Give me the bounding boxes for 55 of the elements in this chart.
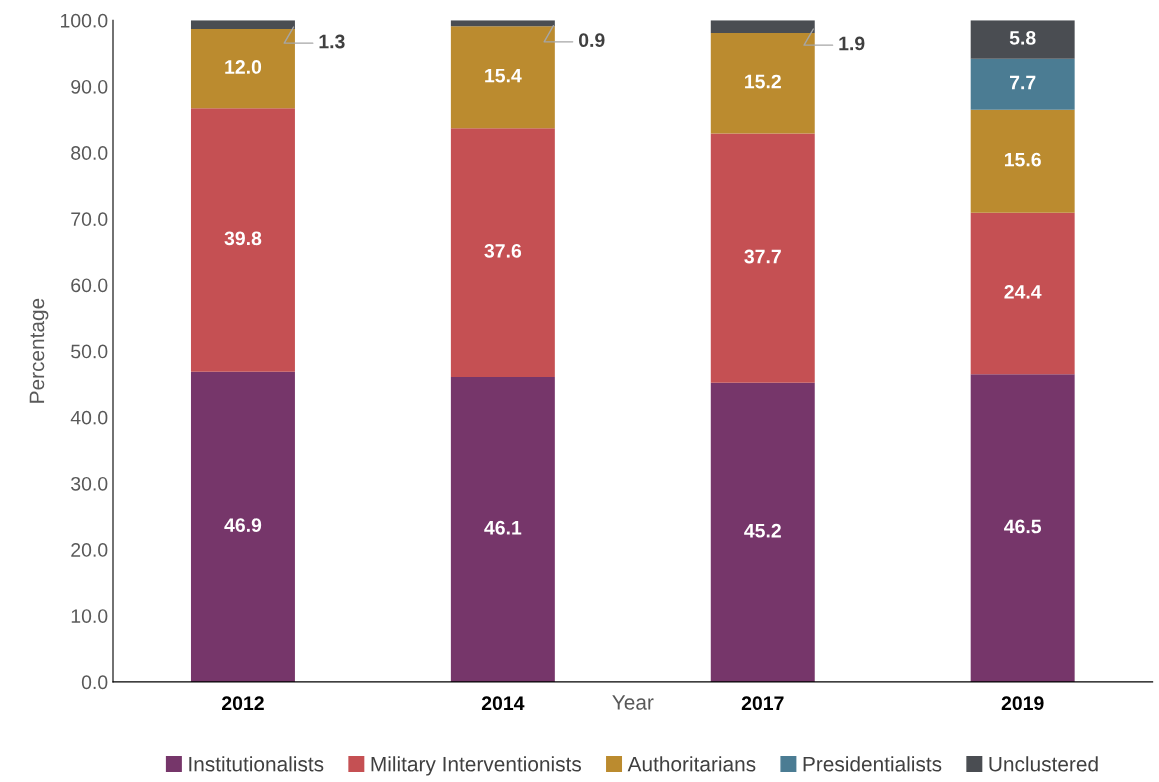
data-label: 12.0 [225, 60, 262, 74]
data-label: 24.4 [1004, 285, 1042, 299]
x-tick-label: 2017 [741, 696, 784, 711]
y-tick-label: 0.0 [81, 675, 108, 690]
legend-label: Authoritarians [627, 756, 756, 772]
data-label: 7.7 [1009, 75, 1036, 90]
bar [710, 20, 815, 33]
y-tick-label: 20.0 [71, 543, 108, 557]
data-label: 45.2 [744, 523, 781, 538]
bar [710, 32, 815, 134]
data-label: 37.7 [744, 249, 781, 264]
data-label: 46.5 [1004, 519, 1042, 534]
bar [970, 20, 1075, 59]
y-tick-label: 70.0 [71, 212, 108, 227]
data-label: 0.9 [579, 33, 605, 48]
data-label: 1.3 [319, 34, 345, 49]
data-label: 15.2 [745, 74, 781, 89]
data-label: 39.8 [224, 231, 262, 246]
legend-label: Institutionalists [189, 756, 324, 772]
data-label: 1.9 [839, 36, 865, 51]
legend-label: Presidentialists [803, 756, 942, 772]
bar [970, 58, 1075, 110]
bar [970, 109, 1075, 213]
y-tick-label: 80.0 [71, 146, 108, 160]
y-tick-label: 50.0 [71, 344, 108, 359]
x-tick-label: 2012 [222, 696, 264, 711]
legend-label: Military Interventionists [371, 756, 582, 776]
data-label: 15.6 [1004, 152, 1041, 167]
y-tick-label: 40.0 [70, 410, 108, 425]
y-tick-label: 10.0 [71, 609, 108, 623]
legend-label: Unclustered [989, 756, 1098, 772]
y-tick-label: 90.0 [71, 79, 108, 94]
x-axis-title: Year [612, 695, 654, 710]
bar [970, 212, 1075, 375]
bar [190, 108, 295, 372]
data-label: 46.9 [224, 518, 262, 532]
y-axis-title: Percentage [29, 298, 49, 403]
bar [450, 376, 555, 682]
bar [970, 374, 1075, 682]
y-tick-label: 100.0 [60, 13, 108, 28]
x-tick-label: 2019 [1001, 696, 1044, 711]
bar [710, 382, 815, 682]
data-label: 15.4 [485, 68, 522, 83]
bar [450, 128, 555, 377]
x-tick-label: 2014 [481, 696, 525, 711]
y-tick-label: 60.0 [71, 278, 108, 293]
data-label: 37.6 [484, 243, 522, 258]
bar [710, 133, 815, 383]
bar [450, 26, 555, 129]
data-label: 46.1 [484, 520, 522, 535]
bar [190, 20, 295, 29]
bar [190, 28, 295, 109]
data-label: 5.8 [1009, 30, 1036, 45]
y-tick-label: 30.0 [71, 476, 108, 491]
bar [190, 371, 295, 682]
